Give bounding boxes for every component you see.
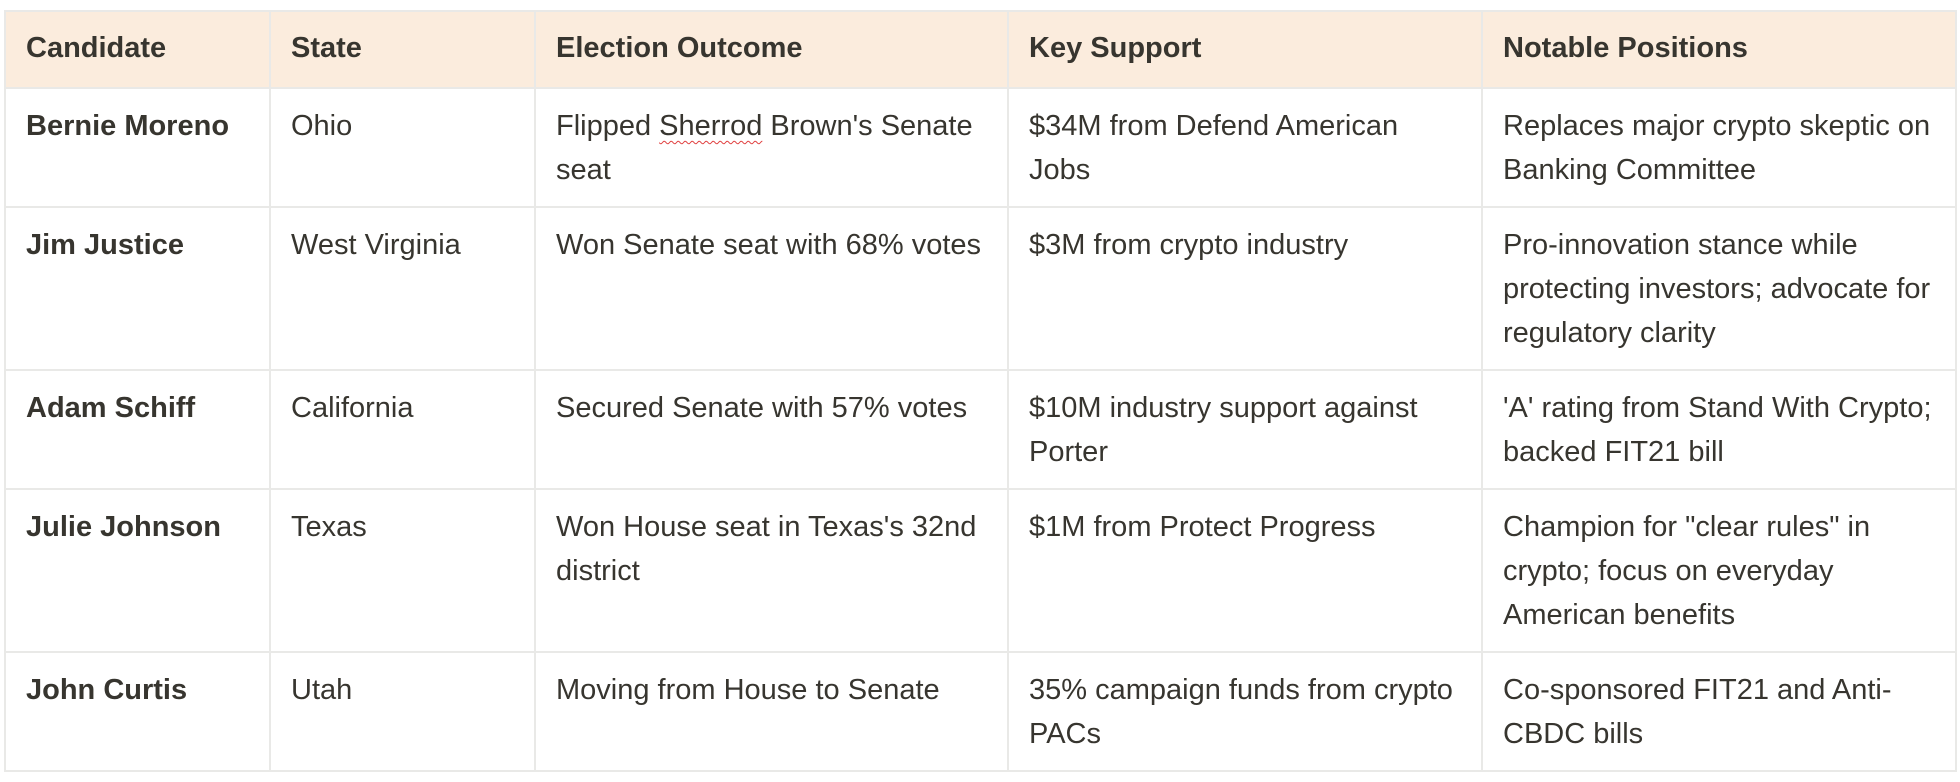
candidates-table: Candidate State Election Outcome Key Sup… <box>4 10 1957 772</box>
cell-election-outcome[interactable]: Moving from House to Senate <box>534 651 1009 772</box>
column-header-election-outcome[interactable]: Election Outcome <box>534 10 1009 89</box>
cell-election-outcome[interactable]: Won House seat in Texas's 32nd district <box>534 488 1009 653</box>
table-row: Jim Justice West Virginia Won Senate sea… <box>4 206 1957 371</box>
outcome-text: Brown's Senate seat <box>556 110 973 186</box>
table-row: Adam Schiff California Secured Senate wi… <box>4 369 1957 490</box>
cell-notable-positions[interactable]: Replaces major crypto skeptic on Banking… <box>1481 87 1957 208</box>
table-row: John Curtis Utah Moving from House to Se… <box>4 651 1957 772</box>
column-header-candidate[interactable]: Candidate <box>4 10 271 89</box>
cell-notable-positions[interactable]: Champion for "clear rules" in crypto; fo… <box>1481 488 1957 653</box>
column-header-state[interactable]: State <box>269 10 536 89</box>
cell-election-outcome[interactable]: Flipped Sherrod Brown's Senate seat <box>534 87 1009 208</box>
outcome-text: Flipped <box>556 110 660 142</box>
cell-election-outcome[interactable]: Secured Senate with 57% votes <box>534 369 1009 490</box>
cell-candidate[interactable]: Jim Justice <box>4 206 271 371</box>
cell-candidate[interactable]: John Curtis <box>4 651 271 772</box>
cell-notable-positions[interactable]: 'A' rating from Stand With Crypto; backe… <box>1481 369 1957 490</box>
cell-key-support[interactable]: 35% campaign funds from crypto PACs <box>1007 651 1483 772</box>
table-row: Julie Johnson Texas Won House seat in Te… <box>4 488 1957 653</box>
cell-state[interactable]: California <box>269 369 536 490</box>
cell-election-outcome[interactable]: Won Senate seat with 68% votes <box>534 206 1009 371</box>
cell-key-support[interactable]: $3M from crypto industry <box>1007 206 1483 371</box>
cell-candidate[interactable]: Julie Johnson <box>4 488 271 653</box>
cell-state[interactable]: Texas <box>269 488 536 653</box>
candidates-table-container: Candidate State Election Outcome Key Sup… <box>4 10 1957 772</box>
cell-key-support[interactable]: $34M from Defend American Jobs <box>1007 87 1483 208</box>
spellcheck-flagged-word[interactable]: Sherrod <box>659 110 763 142</box>
column-header-key-support[interactable]: Key Support <box>1007 10 1483 89</box>
cell-state[interactable]: West Virginia <box>269 206 536 371</box>
cell-state[interactable]: Ohio <box>269 87 536 208</box>
cell-candidate[interactable]: Adam Schiff <box>4 369 271 490</box>
cell-notable-positions[interactable]: Pro-innovation stance while protecting i… <box>1481 206 1957 371</box>
column-header-notable-positions[interactable]: Notable Positions <box>1481 10 1957 89</box>
table-header-row: Candidate State Election Outcome Key Sup… <box>4 10 1957 89</box>
cell-key-support[interactable]: $10M industry support against Porter <box>1007 369 1483 490</box>
cell-notable-positions[interactable]: Co-sponsored FIT21 and Anti-CBDC bills <box>1481 651 1957 772</box>
table-row: Bernie Moreno Ohio Flipped Sherrod Brown… <box>4 87 1957 208</box>
cell-candidate[interactable]: Bernie Moreno <box>4 87 271 208</box>
cell-state[interactable]: Utah <box>269 651 536 772</box>
cell-key-support[interactable]: $1M from Protect Progress <box>1007 488 1483 653</box>
